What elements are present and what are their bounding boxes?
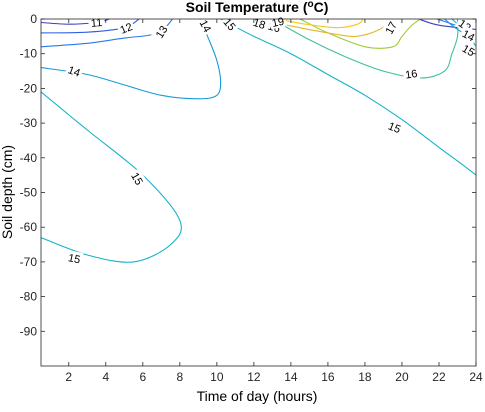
contour-label-text-19: 19 bbox=[271, 16, 285, 30]
contour-label-text-13: 13 bbox=[154, 24, 171, 41]
x-tick-label-22: 22 bbox=[432, 370, 446, 384]
axes: 2 4 6 8 10 12 14 16 18 20 22 240-10-20-30-40-50-60-… bbox=[20, 12, 483, 384]
x-tick-label-20: 20 bbox=[395, 370, 409, 384]
contour-label-knockout bbox=[268, 13, 287, 30]
title-main: Soil Temperature ( bbox=[186, 0, 308, 15]
x-tick-label-8: 8 bbox=[176, 370, 183, 384]
y-tick-label--10: -10 bbox=[20, 47, 38, 61]
contour-label-text-14: 14 bbox=[197, 18, 213, 34]
x-tick-label-4: 4 bbox=[102, 370, 109, 384]
contour-label-4: 14 bbox=[64, 61, 85, 80]
x-tick-label-24: 24 bbox=[469, 370, 483, 384]
contour-line-11-1 bbox=[41, 19, 110, 25]
contour-label-text-14: 14 bbox=[66, 64, 82, 79]
contour-label-17: 15 bbox=[65, 249, 84, 267]
contour-label-13: 14 bbox=[458, 25, 479, 45]
contour-label-knockout bbox=[402, 65, 420, 81]
contour-label-knockout bbox=[384, 117, 405, 136]
y-tick-label--20: -20 bbox=[20, 81, 38, 95]
contour-label-text-17: 17 bbox=[384, 20, 400, 36]
x-tick-label-2: 2 bbox=[65, 370, 72, 384]
contour-label-15: 15 bbox=[384, 117, 405, 136]
contour-label-text-15: 15 bbox=[67, 252, 81, 266]
contour-label-10: 17 bbox=[380, 17, 400, 38]
contour-label-text-15: 15 bbox=[128, 171, 145, 188]
contour-label-knockout bbox=[458, 40, 480, 60]
x-tick-label-14: 14 bbox=[284, 370, 298, 384]
contour-label-knockout bbox=[87, 14, 105, 30]
contour-label-1: 11 bbox=[87, 14, 105, 30]
contour-line-15-1 bbox=[220, 19, 476, 176]
x-axis-label: Time of day (hours) bbox=[197, 388, 318, 404]
y-tick-label--40: -40 bbox=[20, 151, 38, 165]
contour-line-16-1 bbox=[272, 19, 459, 79]
contour-label-5: 14 bbox=[196, 15, 216, 36]
y-tick-label--90: -90 bbox=[20, 324, 38, 338]
x-tick-label-18: 18 bbox=[358, 370, 372, 384]
contour-label-knockout bbox=[380, 17, 400, 38]
contour-label-14: 15 bbox=[458, 40, 480, 60]
y-tick-label--70: -70 bbox=[20, 255, 38, 269]
chart-title: Soil Temperature (oC) bbox=[186, 0, 329, 15]
contour-label-text-15: 15 bbox=[386, 120, 402, 136]
contour-label-knockout bbox=[64, 61, 85, 80]
contour-label-2: 12 bbox=[116, 18, 136, 37]
contour-label-knockout bbox=[151, 21, 171, 42]
contour-label-text-12: 12 bbox=[119, 21, 135, 37]
contour-line-15-2 bbox=[41, 91, 182, 263]
x-tick-label-12: 12 bbox=[247, 370, 261, 384]
title-superscript: o bbox=[308, 0, 314, 10]
y-axis-label: Soil depth (cm) bbox=[0, 145, 15, 239]
title-end: C) bbox=[314, 0, 329, 15]
x-tick-label-16: 16 bbox=[321, 370, 335, 384]
contour-label-11: 16 bbox=[402, 65, 420, 82]
y-tick-label-0: 0 bbox=[30, 12, 37, 26]
contour-label-knockout bbox=[116, 18, 136, 37]
contour-label-text-11: 11 bbox=[90, 17, 102, 30]
plot-background bbox=[41, 19, 476, 366]
y-tick-label--50: -50 bbox=[20, 186, 38, 200]
contour-label-knockout bbox=[458, 25, 479, 45]
contour-label-knockout bbox=[196, 15, 216, 36]
y-tick-label--60: -60 bbox=[20, 220, 38, 234]
contour-label-text-15: 15 bbox=[460, 43, 477, 60]
y-tick-label--80: -80 bbox=[20, 290, 38, 304]
contour-label-16: 15 bbox=[128, 168, 148, 189]
contour-label-text-16: 16 bbox=[404, 68, 418, 82]
plot-area bbox=[41, 19, 476, 366]
x-tick-label-6: 6 bbox=[139, 370, 146, 384]
contour-line-18-1 bbox=[259, 19, 392, 38]
contour-label-knockout bbox=[65, 249, 84, 266]
contour-label-text-14: 14 bbox=[460, 28, 476, 44]
contour-label-text-18: 18 bbox=[251, 17, 266, 32]
contour-line-12-1 bbox=[41, 19, 140, 34]
contour-label-3: 13 bbox=[151, 21, 171, 42]
contour-line-14-1 bbox=[41, 19, 222, 100]
contour-labels: 1112131414151619181716131415151515 bbox=[64, 13, 480, 267]
x-tick-label-10: 10 bbox=[210, 370, 224, 384]
contour-line-19-1 bbox=[277, 19, 364, 29]
contour-label-knockout bbox=[128, 168, 148, 189]
y-tick-label--30: -30 bbox=[20, 116, 38, 130]
